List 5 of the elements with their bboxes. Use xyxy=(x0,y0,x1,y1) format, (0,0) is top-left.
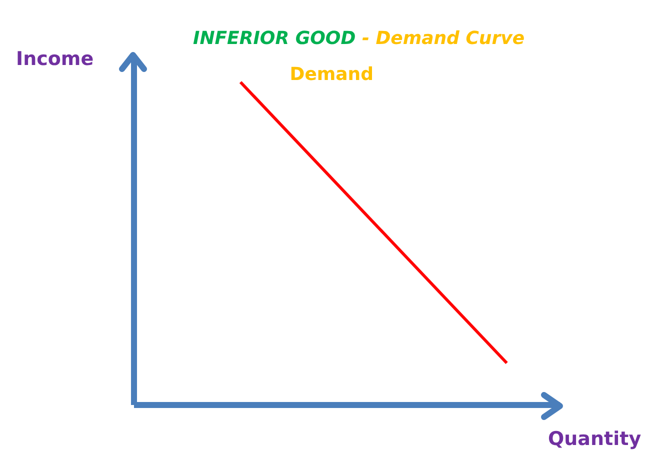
x-axis-title: Quantity xyxy=(548,428,642,450)
y-axis-title: Income xyxy=(16,48,94,70)
chart-subtitle: - Demand Curve xyxy=(362,28,525,49)
chart-title: INFERIOR GOOD xyxy=(193,28,356,49)
series-label: Demand xyxy=(290,64,374,86)
